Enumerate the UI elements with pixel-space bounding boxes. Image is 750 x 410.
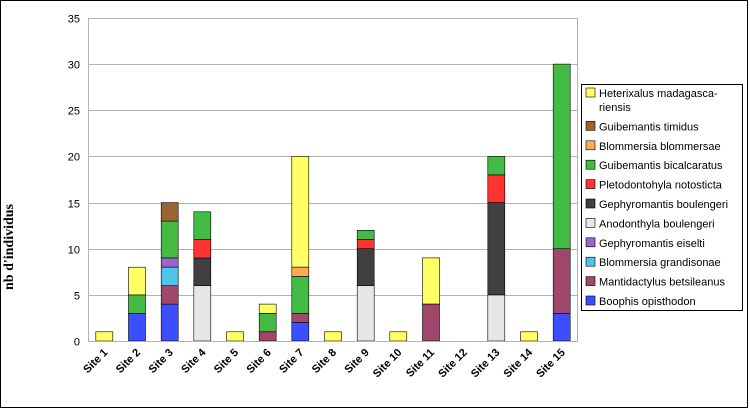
x-tick-label-site-1: Site 1 <box>81 347 110 376</box>
legend-label-1: Guibemantis timidus <box>599 121 699 133</box>
legend-box <box>581 84 743 311</box>
bar-segment-site-4-series-6 <box>193 239 212 259</box>
bar-segment-site-15-series-0 <box>552 312 571 342</box>
bar-segment-site-13-series-7 <box>487 156 506 176</box>
x-tick-label-site-2: Site 2 <box>114 347 143 376</box>
bar-segment-site-6-series-10 <box>258 303 277 314</box>
bar-segment-site-9-series-4 <box>356 285 375 342</box>
bar-segment-site-7-series-10 <box>291 156 310 268</box>
x-tick-label-site-14: Site 14 <box>502 346 536 380</box>
legend-swatch-2 <box>585 140 596 151</box>
bar-segment-site-3-series-9 <box>160 202 179 222</box>
bar-segment-site-13-series-5 <box>487 202 506 296</box>
legend-label-6: Anodonthyla boulengeri <box>599 218 715 230</box>
bar-segment-site-8-series-10 <box>324 331 342 342</box>
x-tick-label-site-11: Site 11 <box>404 347 437 380</box>
bar-segment-site-2-series-0 <box>128 312 146 342</box>
x-tick-label-site-4: Site 4 <box>179 346 209 376</box>
x-tick-label-site-3: Site 3 <box>147 347 176 376</box>
x-tick-label-site-10: Site 10 <box>371 347 405 381</box>
legend-label-9: Mantidactylus betsileanus <box>599 277 725 289</box>
legend-swatch-0 <box>585 87 596 98</box>
legend-swatch-3 <box>585 159 596 170</box>
bar-segment-site-14-series-10 <box>520 331 538 342</box>
bar-segment-site-13-series-6 <box>487 174 506 203</box>
x-tick-label-site-15: Site 15 <box>534 347 568 381</box>
x-tick-label-site-8: Site 8 <box>310 347 339 376</box>
bar-segment-site-4-series-7 <box>193 211 212 240</box>
bar-segment-site-9-series-7 <box>356 230 375 240</box>
x-tick-label-site-13: Site 13 <box>469 347 503 381</box>
bar-segment-site-3-series-0 <box>160 303 179 342</box>
bar-segment-site-15-series-7 <box>552 63 571 250</box>
x-tick-label-site-5: Site 5 <box>212 347 241 376</box>
y-tick-label-5: 5 <box>74 291 80 303</box>
bar-segment-site-4-series-4 <box>193 285 212 342</box>
bar-segment-site-6-series-7 <box>258 312 277 333</box>
y-tick-label-15: 15 <box>68 199 80 211</box>
bar-segment-site-3-series-7 <box>160 220 179 259</box>
bar-segment-site-7-series-0 <box>291 322 310 342</box>
legend-swatch-7 <box>585 237 596 248</box>
y-tick-label-25: 25 <box>68 106 80 118</box>
legend-swatch-4 <box>585 179 596 189</box>
bar-segment-site-9-series-5 <box>356 248 375 286</box>
legend-swatch-8 <box>585 256 596 267</box>
legend-label-5: Gephyromantis boulengeri <box>599 199 728 211</box>
bar-segment-site-2-series-7 <box>128 294 146 314</box>
y-tick-label-0: 0 <box>74 337 80 349</box>
legend-label-3: Guibemantis bicalcaratus <box>599 160 723 172</box>
bar-segment-site-15-series-1 <box>552 248 571 314</box>
bar-segment-site-6-series-1 <box>258 331 277 342</box>
legend-label-8: Blommersia grandisonae <box>599 257 721 269</box>
x-tick-label-site-7: Site 7 <box>277 347 306 376</box>
x-tick-label-site-9: Site 9 <box>343 347 372 376</box>
y-tick-label-35: 35 <box>68 14 80 26</box>
bar-segment-site-11-series-10 <box>422 257 440 305</box>
bar-segment-site-9-series-6 <box>356 239 375 249</box>
legend-swatch-10 <box>585 295 596 306</box>
legend-label-10: Boophis opisthodon <box>599 296 696 308</box>
legend-label-0-line-2: riensis <box>599 102 631 114</box>
legend-label-7: Gephyromantis eiselti <box>599 238 705 250</box>
x-tick-label-site-6: Site 6 <box>245 347 274 376</box>
bar-segment-site-2-series-10 <box>128 266 146 296</box>
x-tick-label-site-12: Site 12 <box>436 347 470 381</box>
bar-segment-site-3-series-1 <box>160 285 179 305</box>
legend-swatch-1 <box>585 121 596 131</box>
bar-segment-site-11-series-1 <box>422 303 440 342</box>
legend-swatch-5 <box>585 198 596 209</box>
bar-segment-site-7-series-8 <box>291 266 310 277</box>
y-tick-label-10: 10 <box>68 245 80 257</box>
legend-swatch-9 <box>585 276 596 286</box>
bar-segment-site-4-series-5 <box>193 257 212 286</box>
bar-segment-site-5-series-10 <box>226 331 244 342</box>
legend-swatch-6 <box>585 218 596 228</box>
legend-label-2: Blommersia blommersae <box>599 141 721 153</box>
bar-segment-site-3-series-2 <box>160 266 179 287</box>
y-tick-label-30: 30 <box>68 60 80 72</box>
bar-segment-site-3-series-3 <box>160 257 179 268</box>
bar-segment-site-10-series-10 <box>389 331 408 342</box>
y-tick-label-20: 20 <box>68 152 80 164</box>
legend-label-4: Pletodontohyla notosticta <box>599 180 723 192</box>
bar-segment-site-7-series-1 <box>291 312 310 323</box>
bar-segment-site-1-series-10 <box>95 331 114 342</box>
bar-segment-site-13-series-4 <box>487 294 506 342</box>
legend-label-0: Heterixalus madagasca- <box>599 88 718 100</box>
bar-segment-site-7-series-7 <box>291 276 310 314</box>
